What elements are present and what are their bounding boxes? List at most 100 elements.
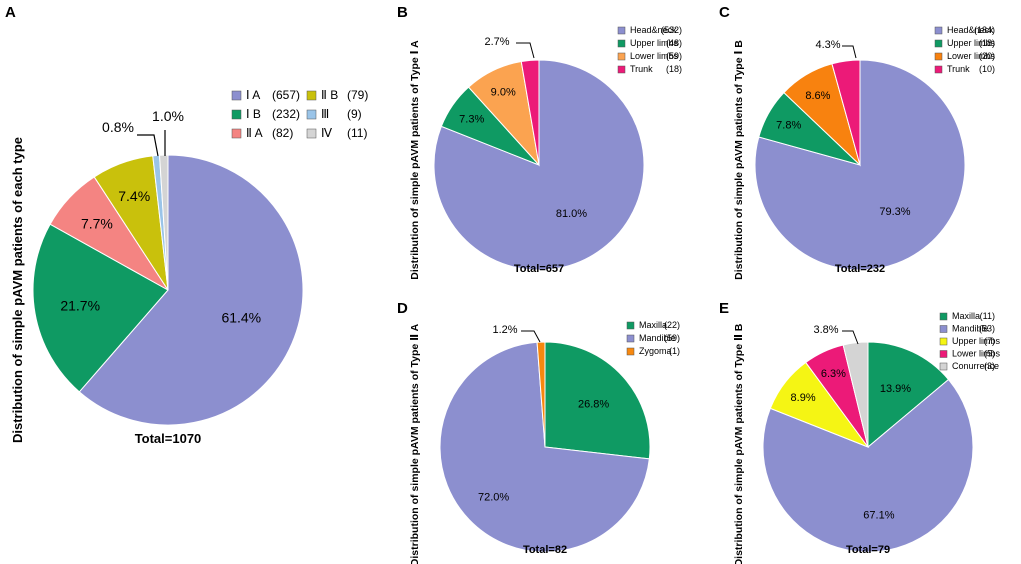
legend-count: (82) — [272, 126, 293, 140]
legend-label: Ⅲ — [321, 107, 329, 121]
slice-callout-label: 1.0% — [152, 108, 184, 124]
legend-label: Upper limbs — [952, 336, 1001, 346]
callout-leader-line — [137, 134, 159, 157]
legend-count: (11) — [347, 126, 367, 140]
pie-slice — [544, 341, 651, 460]
callout-leader-line — [516, 42, 535, 59]
legend-label: Maxilla — [952, 311, 980, 321]
legend-count: (18) — [666, 64, 682, 74]
panel-letter: D — [397, 300, 408, 317]
total-label: Total=1070 — [135, 431, 202, 446]
legend-count: (22) — [664, 320, 680, 330]
callout-leader-line — [842, 45, 857, 59]
y-axis-label: Distribution of simple pAVM patients of … — [409, 40, 421, 280]
slice-callout-label: 1.2% — [492, 324, 517, 336]
legend-label: Lower limbs — [947, 51, 996, 61]
legend-swatch — [617, 39, 626, 48]
legend-label: Lower limbs — [630, 51, 679, 61]
legend-count: (1) — [669, 346, 680, 356]
legend-count: (59) — [666, 51, 682, 61]
y-axis-label: Distribution of simple pAVM patients of … — [733, 40, 745, 280]
panel-e: E Distribution of simple pAVM patients of… — [719, 300, 1001, 564]
legend-swatch — [939, 312, 948, 321]
legend-label: Head&neck — [630, 25, 677, 35]
legend-swatch — [939, 350, 948, 358]
legend-count: (79) — [347, 88, 368, 102]
slice-data-label: 72.0% — [478, 492, 509, 504]
y-axis-label: Distribution of simple pAVM patients of … — [10, 137, 25, 443]
legend-label: Conurrence — [952, 361, 999, 371]
pie-slice — [842, 341, 869, 448]
slice-callout-label: 2.7% — [484, 36, 509, 48]
slice-data-label: 7.4% — [118, 188, 150, 204]
legend-swatch — [934, 65, 943, 74]
panel-letter: A — [5, 4, 16, 21]
legend-swatch — [939, 325, 948, 333]
slice-data-label: 26.8% — [578, 399, 609, 411]
slice-data-label: 13.9% — [880, 383, 911, 395]
legend-label: Mandible — [952, 324, 989, 334]
legend-swatch — [231, 128, 242, 139]
legend-swatch — [617, 26, 626, 35]
legend-count: (232) — [272, 107, 300, 121]
pie-slice — [536, 341, 546, 448]
legend-count: (7) — [984, 336, 995, 346]
legend-count: (184) — [974, 25, 995, 35]
panel-c: C Distribution of simple pAVM patients of… — [719, 4, 996, 280]
pie-slice — [439, 341, 650, 553]
legend-label: Maxilla — [639, 320, 667, 330]
pie-slice — [158, 154, 169, 291]
legend-count: (5) — [984, 349, 995, 359]
panel-letter: C — [719, 4, 730, 21]
slice-data-label: 21.7% — [60, 297, 100, 313]
legend-swatch — [934, 52, 943, 61]
legend-count: (3) — [984, 361, 995, 371]
legend-swatch — [231, 109, 242, 120]
slice-data-label: 67.1% — [863, 509, 894, 521]
y-axis-label: Distribution of simple pAVM patients of … — [733, 323, 745, 564]
legend-count: (48) — [666, 38, 682, 48]
legend-swatch — [626, 334, 635, 343]
legend-label: Ⅱ B — [321, 88, 338, 102]
panel-b: B Distribution of simple pAVM patients of… — [397, 4, 682, 280]
legend-count: (10) — [979, 64, 995, 74]
legend-label: Mandible — [639, 333, 676, 343]
legend-count: (532) — [661, 25, 682, 35]
slice-data-label: 7.3% — [459, 113, 484, 125]
slice-data-label: 7.8% — [776, 120, 801, 132]
legend-count: (9) — [347, 107, 362, 121]
legend-swatch — [231, 90, 242, 101]
panel-a: A Distribution of simple pAVM patients of… — [5, 4, 368, 446]
legend-label: Upper limbs — [630, 38, 679, 48]
legend-swatch — [934, 26, 943, 35]
total-label: Total=657 — [514, 263, 564, 275]
callout-leader-line — [521, 330, 541, 343]
slice-data-label: 8.9% — [791, 392, 816, 404]
legend-swatch — [939, 337, 948, 346]
slice-data-label: 81.0% — [556, 208, 587, 220]
legend-label: Lower limbs — [952, 349, 1001, 359]
legend-count: (53) — [979, 324, 995, 334]
callout-leader-line — [842, 330, 859, 345]
slice-data-label: 8.6% — [805, 90, 830, 102]
legend-swatch — [306, 90, 317, 101]
panel-letter: E — [719, 300, 729, 317]
legend-label: Head&neck — [947, 25, 994, 35]
slice-data-label: 9.0% — [491, 86, 516, 98]
legend-label: Ⅱ A — [246, 126, 263, 140]
pie-slice — [762, 378, 974, 553]
legend-label: Zygoma — [639, 346, 672, 356]
total-label: Total=232 — [835, 263, 885, 275]
legend-swatch — [617, 65, 626, 74]
legend-label: Ⅰ B — [246, 107, 261, 121]
total-label: Total=82 — [523, 544, 567, 556]
legend-count: (657) — [272, 88, 300, 102]
pie-slice — [831, 59, 861, 166]
legend-swatch — [626, 347, 635, 356]
pie-slice — [78, 154, 304, 426]
panel-letter: B — [397, 4, 408, 21]
slice-data-label: 7.7% — [81, 216, 113, 232]
legend-count: (20) — [979, 51, 995, 61]
slice-data-label: 79.3% — [879, 206, 910, 218]
